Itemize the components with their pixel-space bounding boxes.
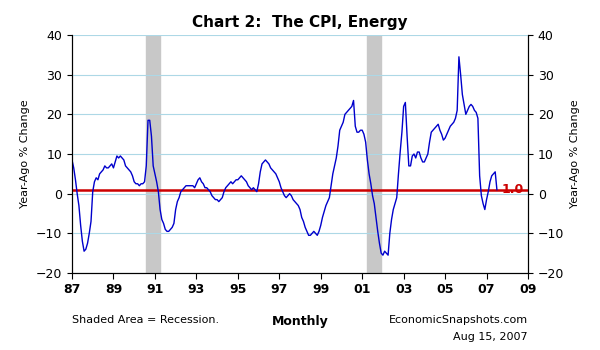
Bar	[367, 35, 381, 273]
Y-axis label: Year-Ago % Change: Year-Ago % Change	[569, 100, 580, 208]
Text: Aug 15, 2007: Aug 15, 2007	[454, 332, 528, 343]
Bar	[146, 35, 160, 273]
Text: Shaded Area = Recession.: Shaded Area = Recession.	[72, 315, 219, 325]
Text: EconomicSnapshots.com: EconomicSnapshots.com	[389, 315, 528, 325]
Text: Monthly: Monthly	[272, 315, 328, 328]
Title: Chart 2:  The CPI, Energy: Chart 2: The CPI, Energy	[192, 15, 408, 30]
Text: 1.0: 1.0	[502, 183, 524, 196]
Y-axis label: Year-Ago % Change: Year-Ago % Change	[20, 100, 31, 208]
